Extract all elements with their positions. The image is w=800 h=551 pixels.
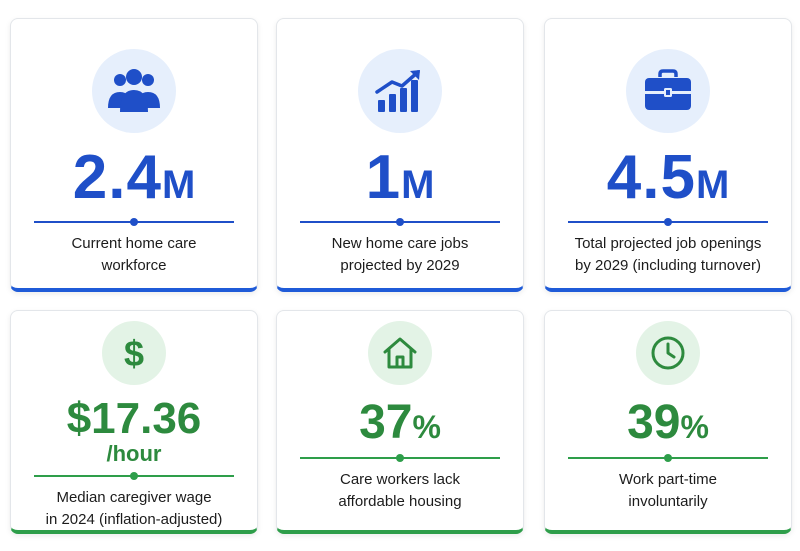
divider — [568, 218, 768, 226]
divider — [34, 218, 234, 226]
stat-unit-per-hour: /hour — [106, 441, 162, 466]
stat-description: Care workers lack affordable housing — [338, 471, 462, 510]
stat-value: 2.4M — [72, 143, 196, 212]
divider — [568, 454, 768, 462]
stat-value: 1M — [365, 143, 435, 212]
stat-description: Current home care workforce — [71, 235, 197, 274]
stat-description: New home care jobs projected by 2029 — [331, 235, 469, 274]
svg-text:$: $ — [124, 333, 144, 373]
stat-card-workforce: 2.4M Current home care workforce — [10, 18, 258, 292]
divider — [34, 472, 234, 480]
divider — [300, 218, 500, 226]
stat-card-wage: $ $17.36 /hour Median caregiver wage in … — [10, 310, 258, 534]
stat-description: Total projected job openings by 2029 (in… — [574, 235, 762, 274]
divider — [300, 454, 500, 462]
stat-card-housing: 37% Care workers lack affordable housing — [276, 310, 524, 534]
stat-value: 4.5M — [606, 143, 730, 212]
people-icon — [92, 49, 176, 133]
stat-value: 37% — [359, 396, 441, 449]
growth-chart-icon — [358, 49, 442, 133]
stat-value: $17.36 — [66, 394, 202, 443]
dollar-icon: $ — [102, 321, 166, 385]
stat-card-job-openings: 4.5M Total projected job openings by 202… — [544, 18, 792, 292]
clock-icon — [636, 321, 700, 385]
house-icon — [368, 321, 432, 385]
stat-card-part-time: 39% Work part-time involuntarily — [544, 310, 792, 534]
briefcase-icon — [626, 49, 710, 133]
stat-value: 39% — [627, 396, 709, 449]
stat-description: Median caregiver wage in 2024 (inflation… — [45, 489, 223, 528]
stat-description: Work part-time involuntarily — [618, 471, 718, 510]
stat-card-new-jobs: 1M New home care jobs projected by 2029 — [276, 18, 524, 292]
